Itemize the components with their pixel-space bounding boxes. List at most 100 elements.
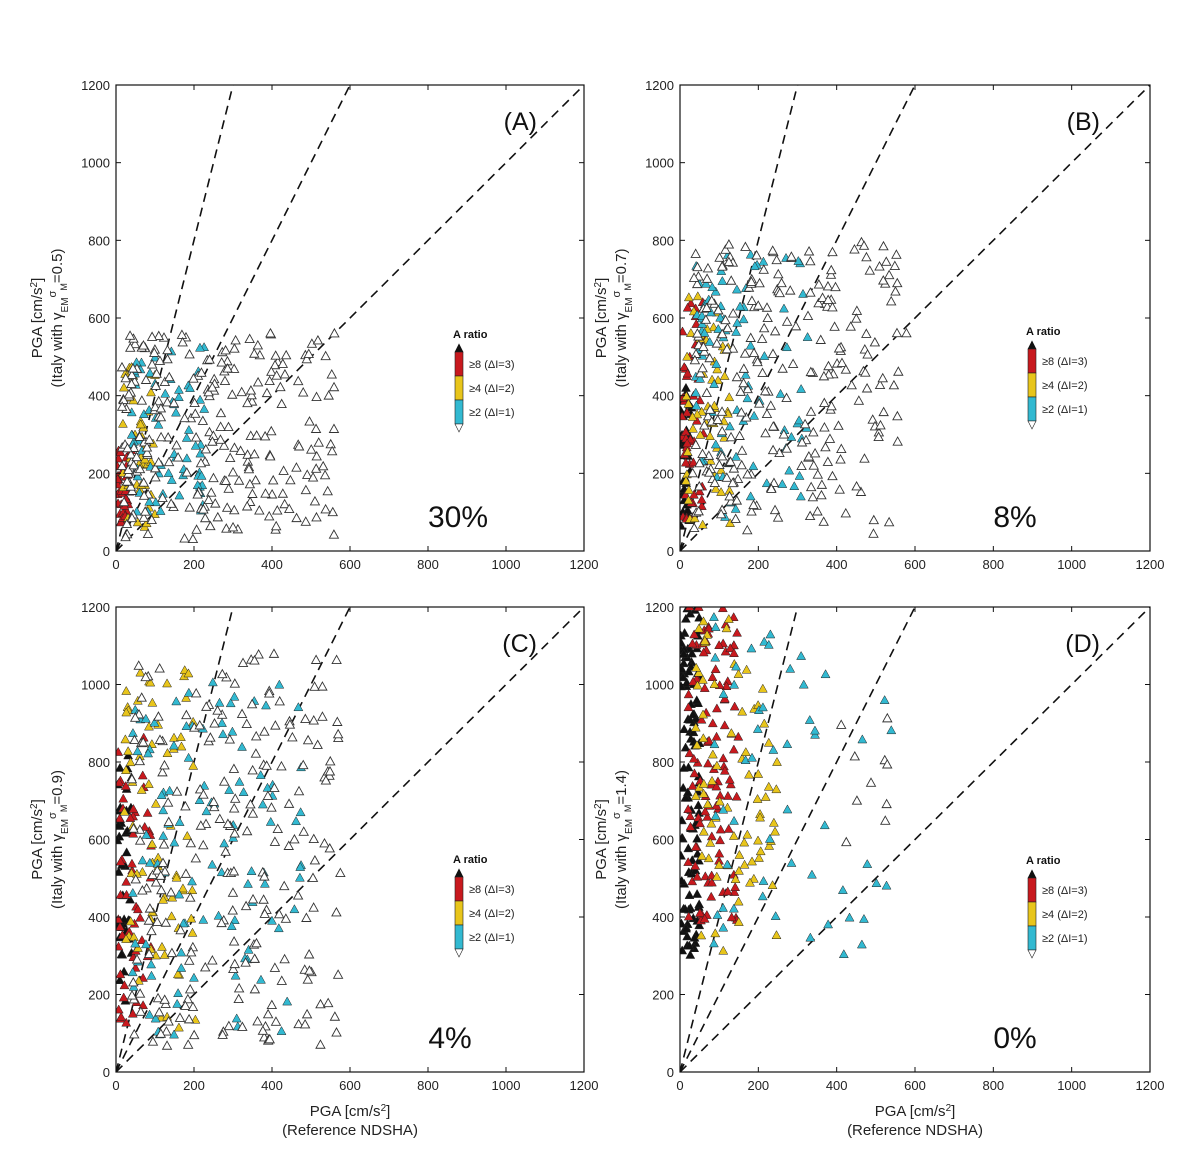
reference-line-4x — [680, 607, 799, 1072]
legend-label: ≥2 (ΔI=1) — [1042, 933, 1087, 945]
y-tick-label: 800 — [652, 755, 674, 770]
data-point — [693, 855, 704, 865]
data-point — [132, 471, 143, 481]
data-point — [297, 759, 309, 770]
y-axis-label-line1: PGA [cm/s2] — [593, 799, 611, 880]
data-point — [710, 286, 721, 296]
data-point — [195, 394, 206, 404]
data-point — [212, 705, 223, 715]
data-point — [166, 911, 177, 921]
data-point — [736, 406, 747, 417]
data-point — [690, 791, 701, 800]
y-axis-label-line2: (Italy with γEMσM=0.9) — [47, 770, 71, 909]
data-point — [226, 389, 238, 399]
data-point — [760, 427, 771, 438]
data-point — [742, 524, 753, 535]
y-tick-label: 600 — [88, 311, 110, 326]
data-point — [157, 857, 169, 867]
data-point — [824, 433, 836, 443]
data-point — [187, 941, 199, 952]
x-tick-label: 600 — [339, 557, 361, 572]
data-point — [742, 393, 753, 403]
data-point — [149, 462, 161, 473]
data-point — [892, 410, 903, 421]
legend: A ratio ≥8 (ΔI=3) ≥4 (ΔI=2) ≥2 (ΔI=1) — [1026, 326, 1087, 430]
data-point — [868, 528, 879, 538]
data-point — [721, 472, 733, 482]
data-point — [116, 813, 125, 823]
data-point — [135, 912, 146, 922]
data-point — [125, 342, 136, 352]
data-point — [128, 727, 138, 737]
data-point — [721, 343, 733, 354]
data-point — [827, 246, 838, 257]
data-point — [188, 1029, 200, 1040]
data-point — [685, 328, 696, 337]
data-point — [270, 520, 282, 531]
x-tick-label: 600 — [904, 557, 926, 572]
data-point — [171, 872, 182, 882]
y-axis-label: PGA [cm/s2](Italy with γEMσM=0.7) — [593, 249, 635, 388]
data-point — [262, 1008, 274, 1019]
data-point — [249, 983, 261, 994]
y-axis-label-sup: 2 — [593, 803, 604, 809]
y-tick-label: 600 — [88, 833, 110, 848]
data-point — [881, 798, 892, 809]
data-point — [706, 295, 717, 305]
data-point — [856, 939, 867, 949]
data-point — [116, 975, 125, 984]
data-point — [733, 668, 744, 678]
data-point — [184, 348, 195, 359]
data-point — [740, 241, 751, 251]
data-point — [692, 871, 703, 881]
x-tick-label: 1000 — [1057, 1078, 1086, 1093]
data-point — [694, 920, 705, 930]
data-point — [687, 467, 698, 478]
data-point — [805, 366, 817, 377]
data-point — [165, 498, 177, 508]
y-tick-label: 0 — [667, 1065, 674, 1080]
data-point — [731, 284, 742, 294]
data-point — [228, 936, 240, 946]
data-point — [274, 679, 285, 689]
data-point — [685, 949, 696, 959]
data-point — [688, 709, 698, 719]
data-point — [693, 607, 704, 611]
data-point — [137, 770, 148, 780]
data-point — [709, 612, 719, 621]
panel-c: 0 200 400 600 800 1000 1200 0 200 400 600 800 1000 12… — [29, 600, 599, 1139]
data-point — [769, 504, 781, 515]
data-point — [705, 837, 716, 847]
data-point — [123, 464, 134, 474]
data-point — [709, 379, 720, 388]
data-point — [228, 865, 240, 876]
data-point — [118, 394, 129, 405]
data-point — [687, 638, 698, 648]
data-point — [190, 852, 202, 863]
data-point — [730, 503, 741, 513]
data-point — [300, 484, 312, 495]
data-point — [201, 806, 212, 816]
data-point — [810, 725, 820, 735]
data-point — [331, 906, 342, 917]
data-point — [270, 1016, 282, 1026]
data-point — [258, 894, 269, 904]
data-point — [882, 712, 893, 723]
x-tick-label: 1200 — [570, 557, 599, 572]
data-point — [691, 400, 702, 410]
data-point — [733, 896, 744, 906]
x-tick-label: 1000 — [492, 557, 521, 572]
data-point — [332, 969, 344, 979]
data-point — [126, 989, 138, 1000]
data-point — [732, 317, 743, 327]
data-point — [820, 441, 831, 452]
data-point — [738, 314, 749, 324]
data-point — [171, 407, 181, 417]
data-point — [291, 816, 301, 826]
data-point — [719, 765, 730, 775]
data-point — [137, 736, 149, 747]
data-point — [266, 999, 278, 1010]
data-point — [767, 348, 779, 358]
data-point — [680, 815, 687, 825]
data-point — [707, 672, 718, 681]
